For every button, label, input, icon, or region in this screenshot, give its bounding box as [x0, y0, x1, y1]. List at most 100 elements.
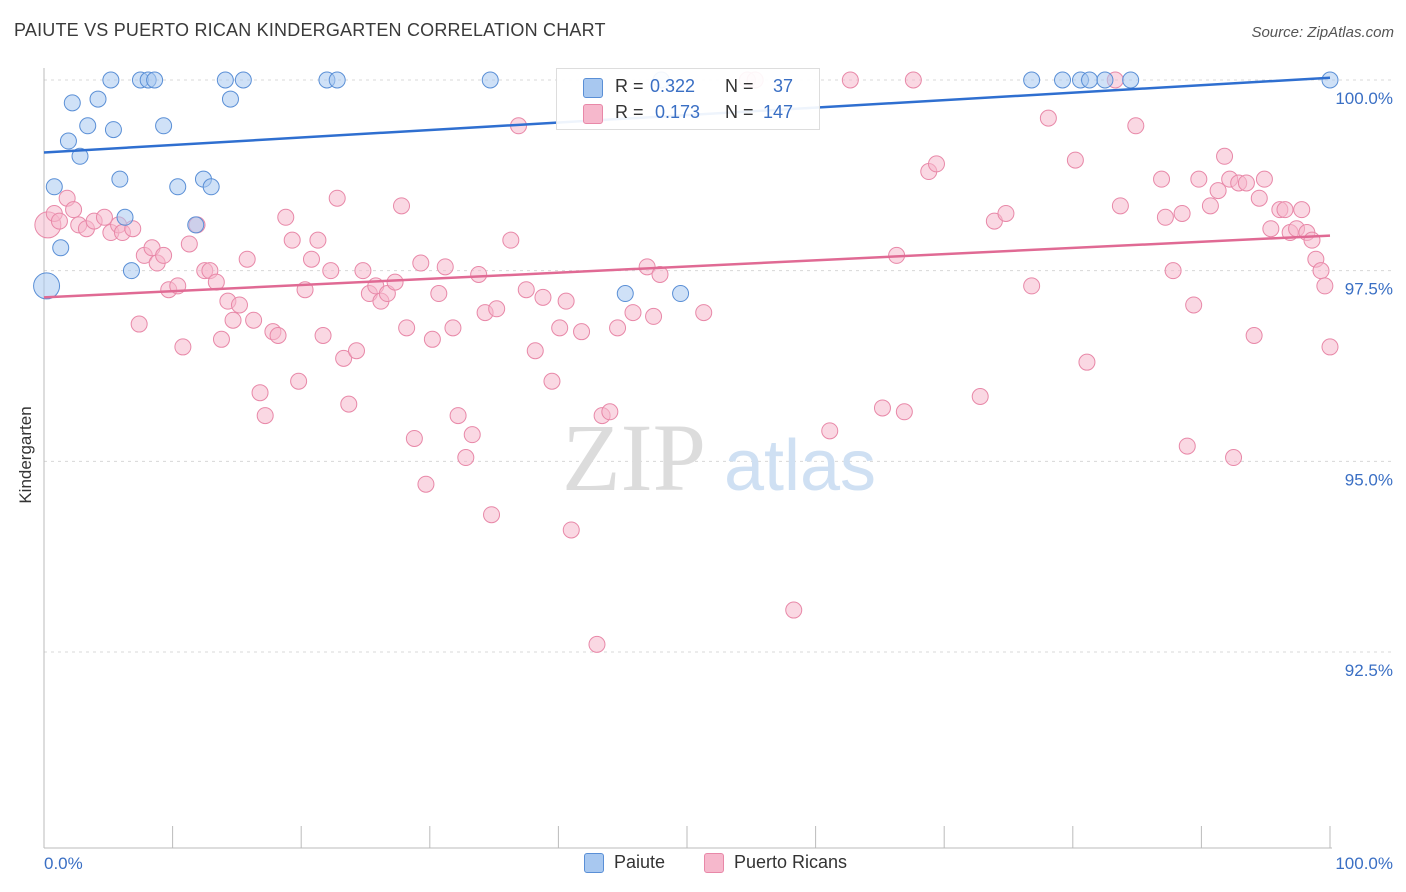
paiute-swatch-icon	[583, 78, 603, 98]
pr-point	[517, 281, 535, 299]
pr-point	[436, 258, 454, 276]
paiute-point	[155, 117, 173, 135]
tick-labels: 0.0% 100.0% 100.0% 97.5% 95.0% 92.5%	[44, 89, 1393, 873]
pr-point	[340, 395, 358, 413]
legend-label-paiute: Paiute	[614, 852, 666, 872]
pr-point	[557, 292, 575, 310]
pr-point	[873, 399, 891, 417]
paiute-n-value: 37	[773, 76, 794, 96]
pr-point	[430, 285, 448, 303]
paiute-point	[33, 272, 61, 300]
pr-point	[335, 349, 353, 367]
pr-point	[449, 407, 467, 425]
pr-n-value: 147	[763, 102, 794, 122]
pr-point	[1216, 147, 1234, 165]
paiute-point	[672, 285, 690, 303]
source-credit: Source: ZipAtlas.com	[1251, 24, 1394, 41]
pr-point	[347, 342, 365, 360]
pr-point	[269, 326, 287, 344]
paiute-point	[122, 262, 140, 280]
watermark-zip: ZIP	[562, 404, 706, 511]
pr-point	[417, 475, 435, 493]
pr-point	[290, 372, 308, 390]
paiute-point	[111, 170, 129, 188]
pr-r-label: R =	[615, 102, 644, 122]
pr-point	[1153, 170, 1171, 188]
pr-point	[1190, 170, 1208, 188]
pr-point	[1293, 201, 1311, 219]
paiute-point	[71, 147, 89, 165]
pr-point	[1023, 277, 1041, 295]
pr-point	[483, 506, 501, 524]
paiute-point	[221, 90, 239, 108]
paiute-point	[146, 71, 164, 89]
pr-n-label: N =	[725, 102, 754, 122]
pr-point	[283, 231, 301, 249]
pr-r-value: 0.173	[655, 102, 701, 122]
paiute-point	[1122, 71, 1140, 89]
x-tick-label-max: 100.0%	[1335, 854, 1393, 873]
paiute-r-label: R =	[615, 76, 644, 96]
pr-point	[601, 403, 619, 421]
paiute-point	[216, 71, 234, 89]
paiute-point	[52, 239, 70, 257]
pr-point	[314, 326, 332, 344]
axes	[43, 68, 1332, 849]
pr-point	[1209, 182, 1227, 200]
paiute-point	[328, 71, 346, 89]
chart-title: PAIUTE VS PUERTO RICAN KINDERGARTEN CORR…	[14, 20, 606, 40]
pr-point	[423, 330, 441, 348]
pr-point	[904, 71, 922, 89]
paiute-point	[102, 71, 120, 89]
pr-point	[245, 311, 263, 329]
pr-point	[180, 235, 198, 253]
pr-point	[386, 273, 404, 291]
pr-point	[1316, 277, 1334, 295]
pr-point	[1127, 117, 1145, 135]
pr-point	[224, 311, 242, 329]
pr-point	[251, 384, 269, 402]
pr-point	[1078, 353, 1096, 371]
paiute-point	[169, 178, 187, 196]
pr-point	[277, 208, 295, 226]
pr-point	[609, 319, 627, 337]
pr-point	[354, 262, 372, 280]
pr-point	[1164, 262, 1182, 280]
pr-point	[543, 372, 561, 390]
pr-point	[130, 315, 148, 333]
pr-legend-icon	[704, 853, 724, 873]
pr-point	[463, 426, 481, 444]
pr-point	[1039, 109, 1057, 127]
pr-point	[1156, 208, 1174, 226]
pr-point	[624, 304, 642, 322]
pr-point	[1111, 197, 1129, 215]
pr-point	[412, 254, 430, 272]
pr-point	[1262, 220, 1280, 238]
paiute-point	[63, 94, 81, 112]
pr-point	[588, 635, 606, 653]
pr-point	[322, 262, 340, 280]
pr-point	[444, 319, 462, 337]
pr-point	[328, 189, 346, 207]
pr-point	[256, 407, 274, 425]
pr-point	[1178, 437, 1196, 455]
pr-point	[309, 231, 327, 249]
pr-point	[302, 250, 320, 268]
pr-point	[1255, 170, 1273, 188]
pr-point	[457, 449, 475, 467]
y-tick-label: 100.0%	[1335, 89, 1393, 108]
paiute-point	[89, 90, 107, 108]
paiute-point	[45, 178, 63, 196]
pr-point	[526, 342, 544, 360]
pr-point	[927, 155, 945, 173]
y-tick-label: 95.0%	[1345, 470, 1393, 489]
paiute-r-value: 0.322	[650, 76, 696, 96]
pr-point	[470, 265, 488, 283]
x-ticks	[43, 826, 1331, 848]
paiute-point	[104, 121, 122, 139]
pr-point	[1321, 338, 1339, 356]
pr-point	[393, 197, 411, 215]
pr-point	[651, 265, 669, 283]
paiute-point	[1321, 71, 1339, 89]
paiute-n-label: N =	[725, 76, 754, 96]
